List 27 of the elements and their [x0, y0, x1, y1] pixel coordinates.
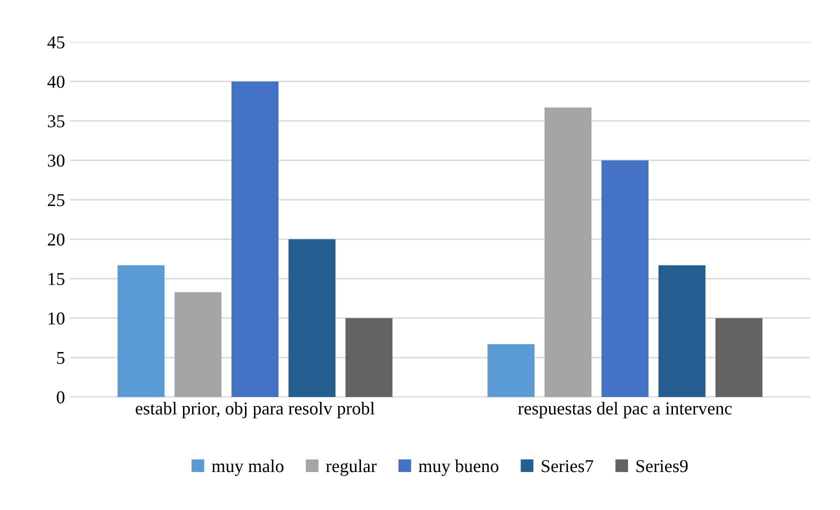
bar: [118, 265, 165, 397]
y-tick-label: 30: [48, 154, 64, 167]
x-tick-label: respuestas del pac a intervenc: [518, 402, 732, 418]
y-tick-label: 45: [47, 36, 64, 48]
bar: [658, 265, 706, 397]
bar: [602, 160, 648, 397]
bar: [488, 344, 535, 397]
legend-label: muy bueno: [418, 460, 498, 476]
y-tick-label: 25: [48, 194, 64, 206]
bar: [544, 107, 592, 397]
legend-label: Series9: [636, 460, 688, 472]
legend-label: regular: [326, 460, 377, 476]
bar: [715, 318, 762, 397]
y-tick-label: 10: [48, 312, 64, 325]
y-tick-label: 5: [57, 352, 64, 364]
legend-label: Series7: [542, 460, 594, 472]
y-tick-label: 40: [47, 76, 64, 88]
bar: [232, 81, 278, 397]
bar: [345, 318, 392, 397]
bar: [288, 239, 336, 397]
legend-label: muy malo: [212, 460, 284, 476]
x-tick-label: establ prior, obj para resolv probl: [136, 402, 375, 418]
y-tick-label: 20: [48, 233, 64, 246]
y-tick-label: 15: [48, 273, 64, 286]
y-tick-label: 35: [48, 115, 64, 128]
bar: [174, 292, 222, 397]
y-tick-label: 0: [56, 391, 64, 404]
